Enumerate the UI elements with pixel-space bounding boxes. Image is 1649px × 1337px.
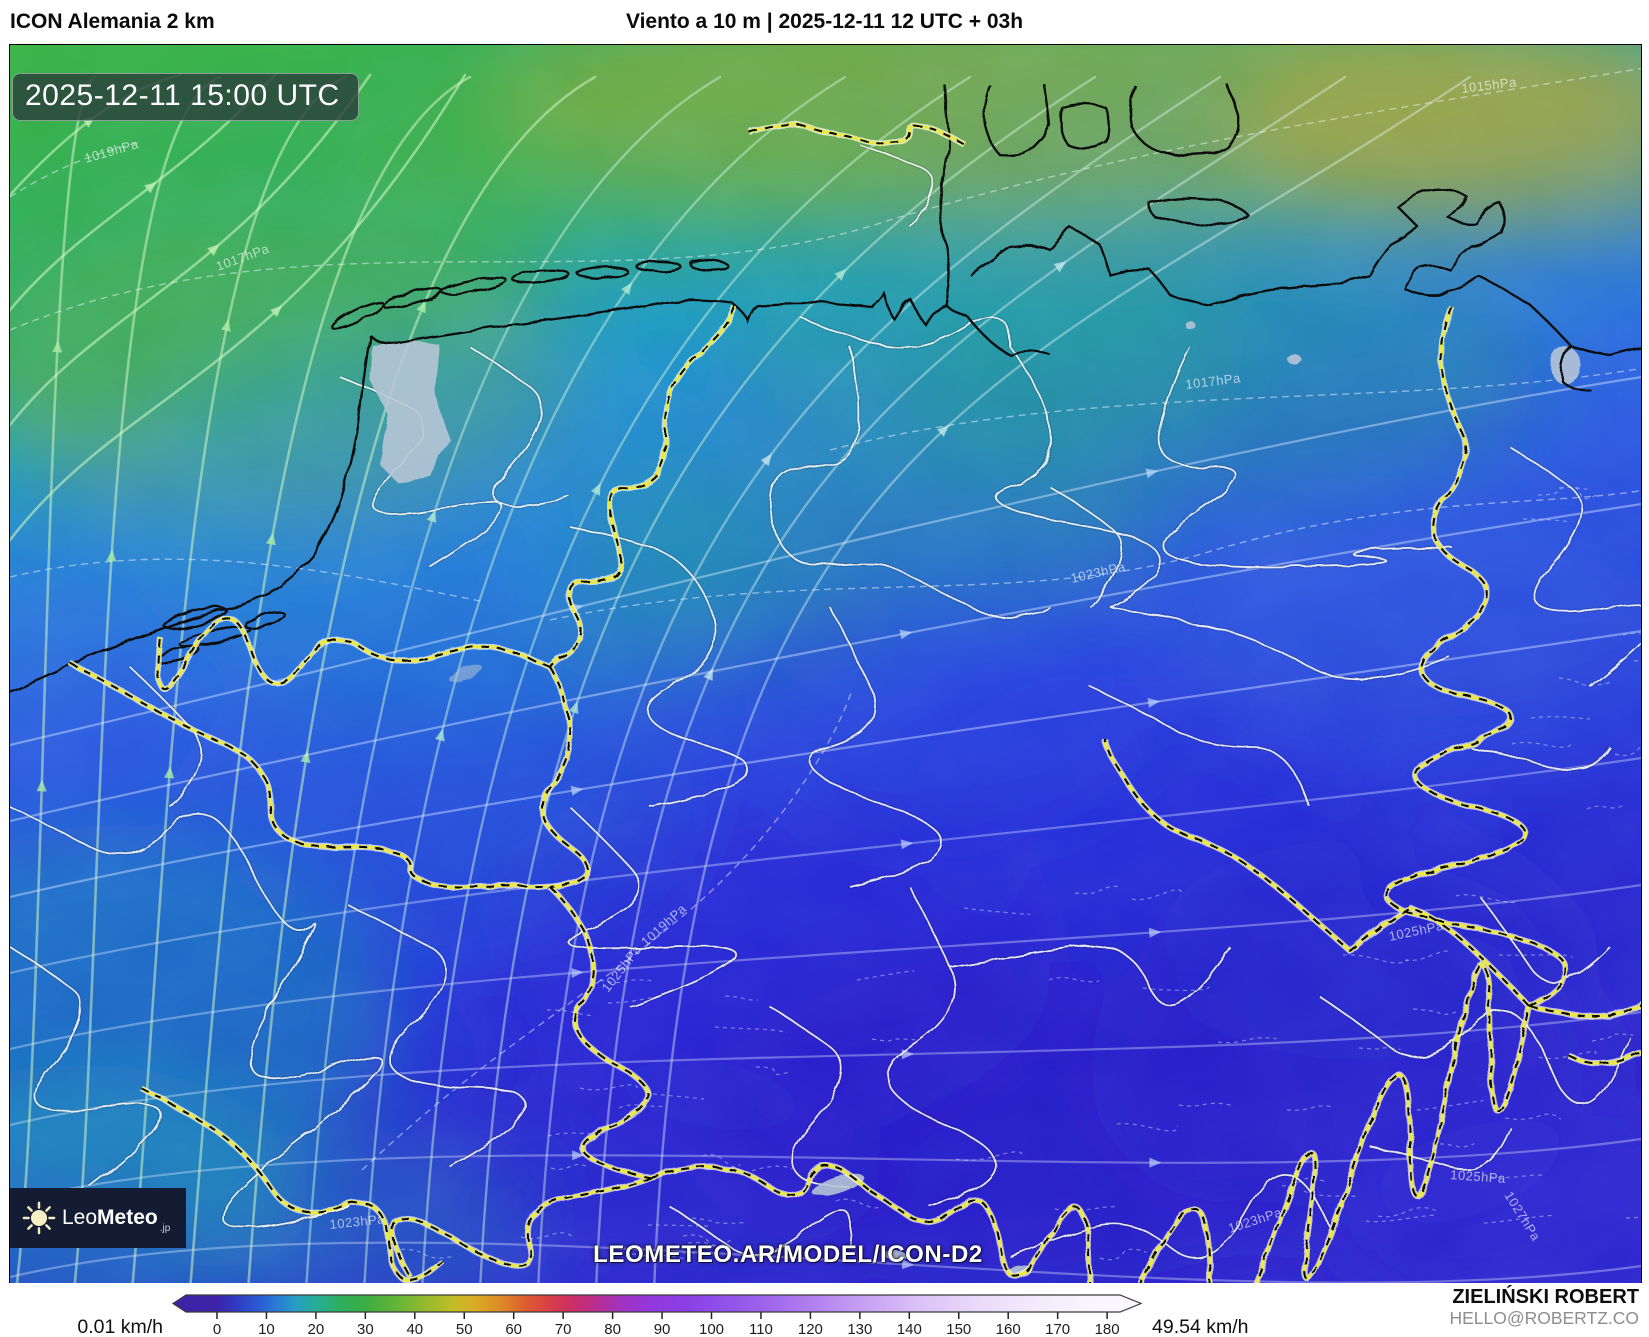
colorbar-gradient: [171, 1294, 1143, 1313]
svg-text:10: 10: [258, 1321, 275, 1337]
svg-text:120: 120: [798, 1321, 823, 1337]
map-canvas: 1015hPa 1019hPa 1017hPa 1017hPa 1023hPa 1019h…: [9, 44, 1642, 1285]
watermark-text: LEOMETEO.AR/MODEL/ICON-D2: [593, 1241, 983, 1268]
isobar-fragments: [392, 486, 1641, 1261]
svg-text:130: 130: [847, 1321, 872, 1337]
svg-text:1025hPa: 1025hPa: [1450, 1167, 1507, 1186]
logo-word-meteo: Meteo: [97, 1206, 158, 1229]
author-contact: HELLO@ROBERTZ.CO: [1449, 1308, 1639, 1328]
model-name: ICON Alemania 2 km: [10, 10, 215, 33]
svg-text:50: 50: [456, 1321, 473, 1337]
svg-text:80: 80: [604, 1321, 621, 1337]
svg-text:180: 180: [1095, 1321, 1120, 1337]
svg-text:1023hPa: 1023hPa: [329, 1211, 386, 1232]
colorbar-ticks: 0 10 20 30 40 50 60 70 80 90 100 110 120 130 140 150 160…: [213, 1312, 1120, 1337]
legend-max-label: 49.54 km/h: [1152, 1316, 1248, 1337]
svg-text:70: 70: [555, 1321, 572, 1337]
svg-text:30: 30: [357, 1321, 374, 1337]
svg-text:140: 140: [897, 1321, 922, 1337]
isobar-lines: [10, 67, 1641, 1171]
svg-text:170: 170: [1045, 1321, 1070, 1337]
author-name: ZIELIŃSKI ROBERT: [1452, 1286, 1639, 1308]
svg-text:60: 60: [505, 1321, 522, 1337]
timestamp-badge: 2025-12-11 15:00 UTC: [12, 73, 359, 121]
credits: ZIELIŃSKI ROBERT HELLO@ROBERTZ.CO: [1449, 1286, 1639, 1329]
page-title: Viento a 10 m | 2025-12-11 12 UTC + 03h: [625, 10, 1024, 33]
admin-borders: [10, 144, 1641, 1258]
svg-text:1017hPa: 1017hPa: [1185, 370, 1242, 392]
logo-word-leo: Leo: [62, 1206, 98, 1229]
legend-colorbar: 0 10 20 30 40 50 60 70 80 90 100 110 120 130 140 150 160…: [77, 1294, 1248, 1337]
legend-min-label: 0.01 km/h: [77, 1316, 163, 1337]
svg-text:40: 40: [406, 1321, 423, 1337]
svg-text:90: 90: [654, 1321, 671, 1337]
map-borders: [10, 84, 1641, 1284]
svg-text:110: 110: [749, 1321, 773, 1337]
svg-text:0: 0: [213, 1321, 221, 1337]
legend-footer: 0 10 20 30 40 50 60 70 80 90 100 110 120 130 140 150 160…: [0, 1283, 1649, 1337]
leometeo-logo: Leo Meteo .jp: [10, 1188, 186, 1248]
field-noise-texture: [10, 45, 1641, 1284]
svg-text:160: 160: [996, 1321, 1021, 1337]
svg-text:20: 20: [308, 1321, 325, 1337]
svg-text:100: 100: [699, 1321, 724, 1337]
svg-text:1015hPa: 1015hPa: [1461, 74, 1518, 96]
svg-text:150: 150: [946, 1321, 971, 1337]
sun-icon: [22, 1201, 56, 1235]
logo-suffix: .jp: [159, 1223, 171, 1234]
wind-field-map: 1015hPa1019hPa1017hPa1017hPa1023hPa1019h…: [10, 45, 1641, 1284]
